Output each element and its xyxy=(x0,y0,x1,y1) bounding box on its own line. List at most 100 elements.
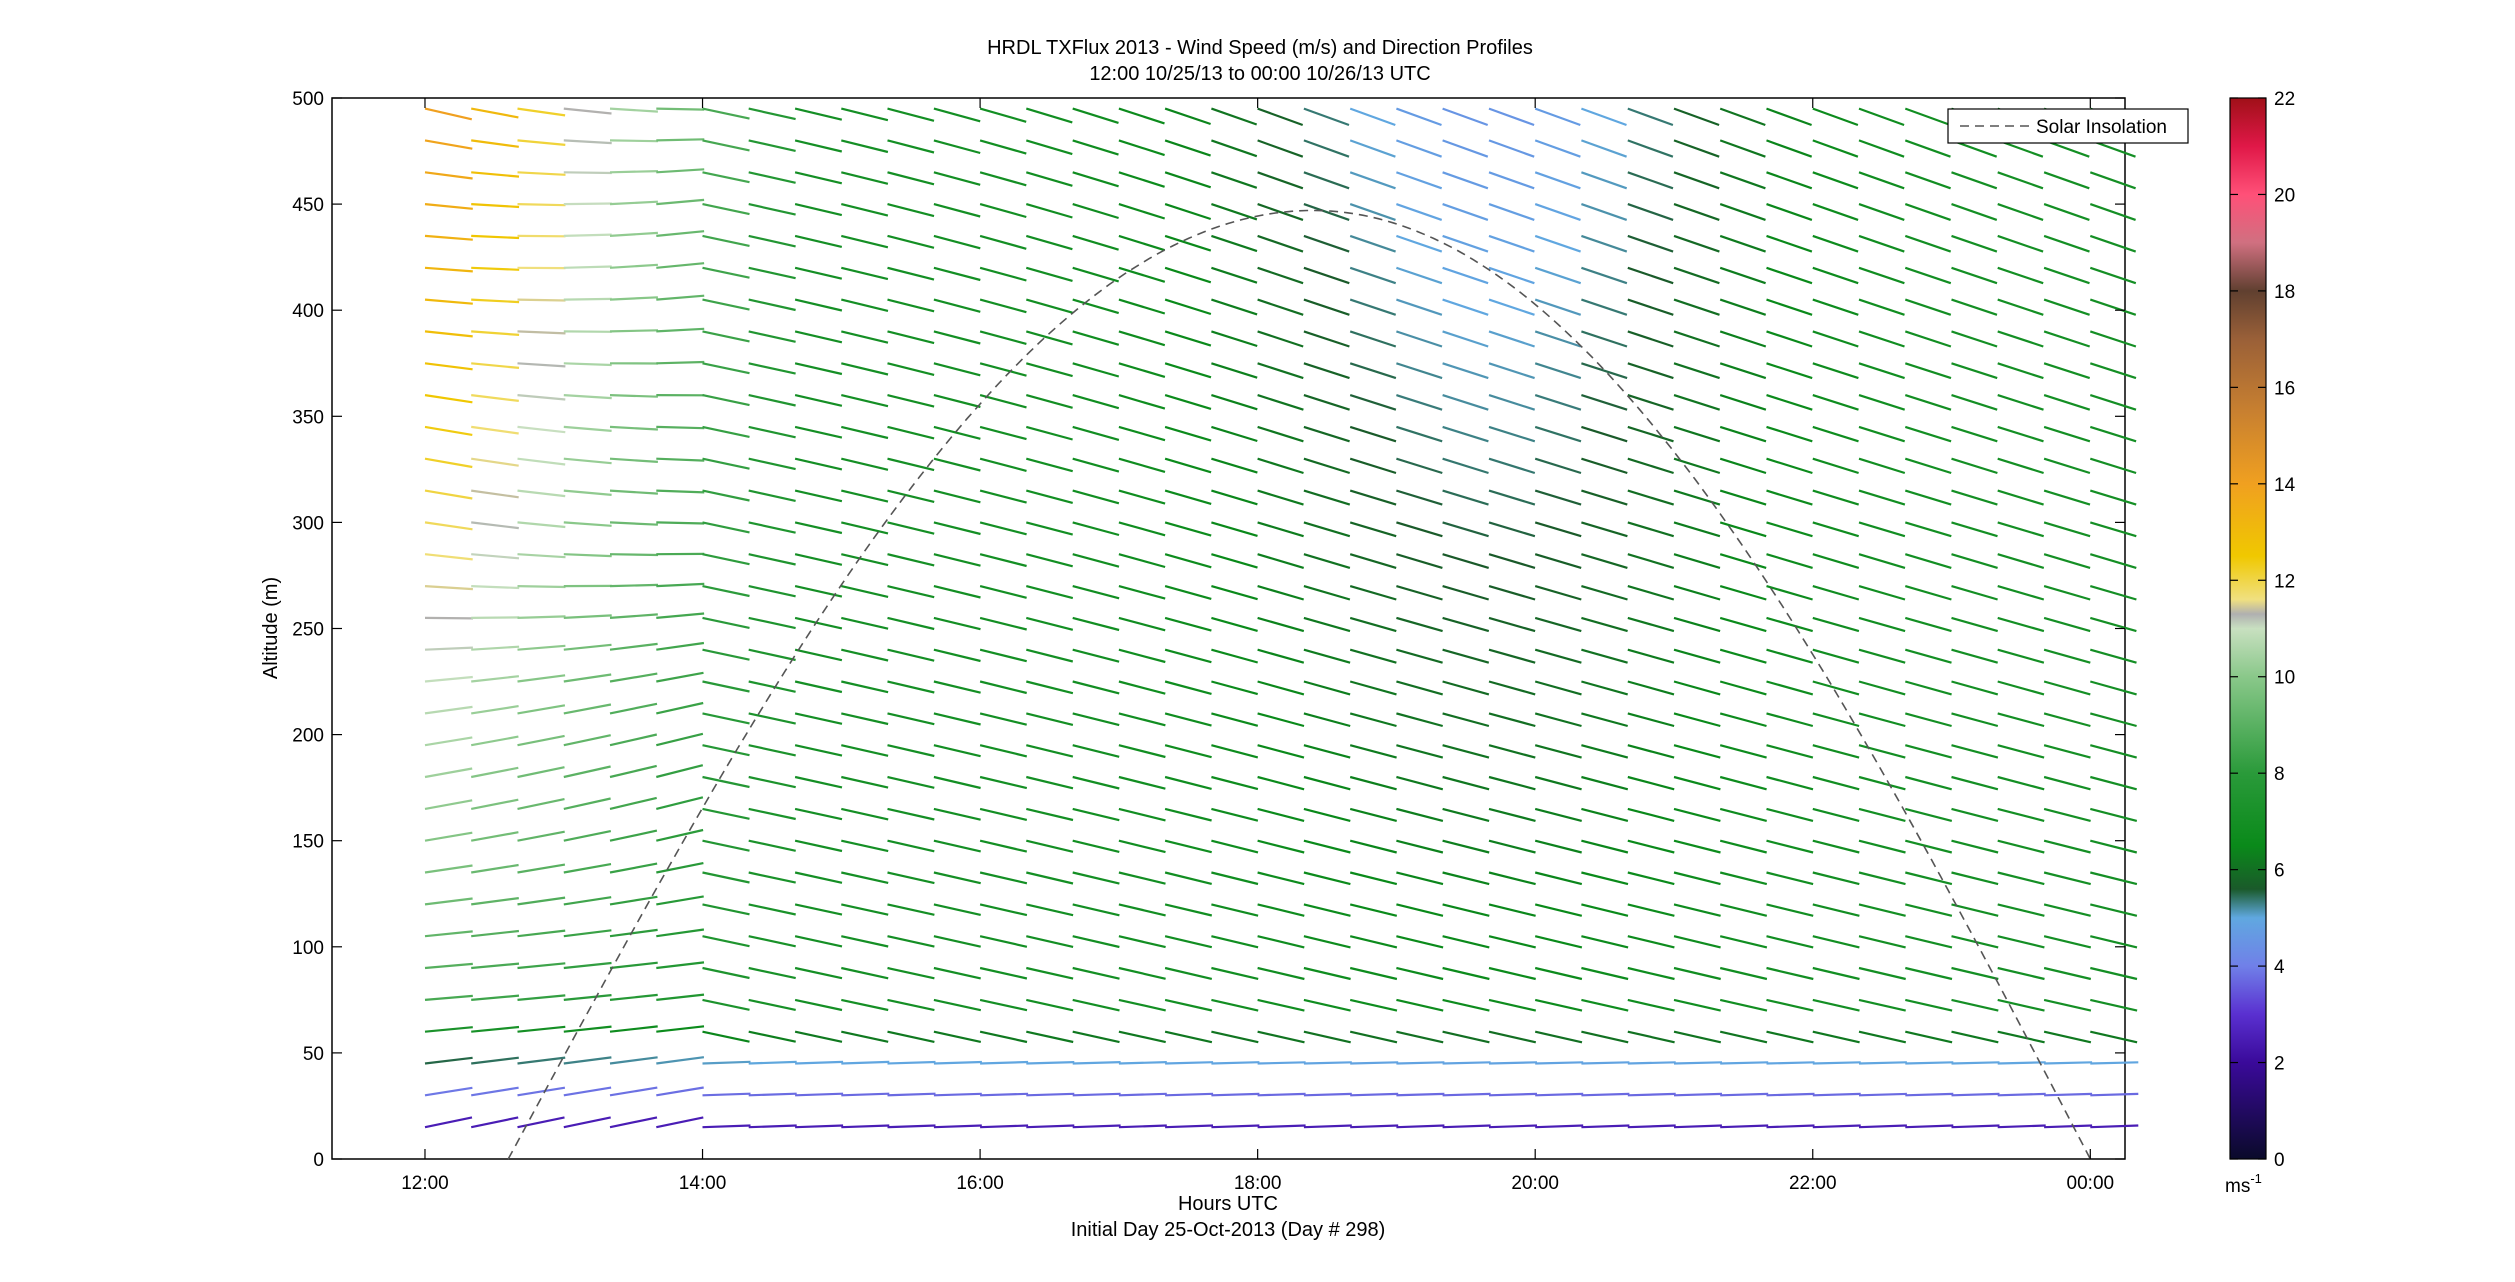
wind-vector xyxy=(656,138,705,142)
wind-vector xyxy=(2043,807,2091,822)
x-tick-label: 22:00 xyxy=(1789,1173,1837,1194)
wind-vector xyxy=(2089,203,2136,221)
wind-vector xyxy=(517,489,566,498)
wind-vector xyxy=(1904,234,1952,253)
wind-vector xyxy=(470,1116,519,1129)
wind-vector xyxy=(1303,1030,1351,1044)
wind-vector xyxy=(702,935,750,948)
legend-box xyxy=(1947,108,2189,144)
wind-vector xyxy=(979,234,1027,250)
wind-vector xyxy=(1627,585,1675,601)
wind-vector xyxy=(1534,234,1581,253)
wind-vector xyxy=(1164,998,1213,1012)
wind-vector xyxy=(1719,775,1767,791)
wind-vector xyxy=(1997,935,2045,949)
wind-vector xyxy=(748,807,796,821)
wind-vector xyxy=(609,231,658,237)
wind-vector xyxy=(2089,394,2137,411)
wind-vector xyxy=(1581,521,1628,538)
wind-vector xyxy=(1118,585,1166,600)
wind-vector xyxy=(748,903,796,916)
wind-vector xyxy=(1164,585,1212,600)
wind-vector xyxy=(1812,903,1860,917)
y-tick-label: 300 xyxy=(292,513,324,534)
wind-vector xyxy=(748,1124,797,1129)
wind-vector xyxy=(933,712,981,726)
wind-vector xyxy=(1211,362,1258,379)
wind-vector xyxy=(1211,1061,1260,1065)
wind-vector xyxy=(1396,330,1443,348)
wind-vector xyxy=(1257,775,1305,791)
wind-vector xyxy=(1072,1030,1120,1044)
wind-vector xyxy=(1673,457,1721,475)
wind-vector xyxy=(1673,744,1721,759)
wind-vector xyxy=(794,171,843,185)
wind-vector xyxy=(1581,266,1628,285)
wind-vector xyxy=(1072,585,1120,600)
wind-vector xyxy=(1026,871,1074,885)
wind-vector xyxy=(1812,966,1860,981)
wind-vector xyxy=(1488,935,1536,949)
wind-vector xyxy=(1904,298,1952,316)
wind-vector xyxy=(1812,521,1860,538)
wind-vector xyxy=(1211,521,1258,537)
wind-vector xyxy=(1442,489,1489,506)
y-tick-label: 0 xyxy=(313,1150,324,1171)
wind-vector xyxy=(1488,712,1536,728)
wind-vector xyxy=(1673,1061,1723,1065)
wind-vector xyxy=(1257,616,1305,633)
wind-vector xyxy=(887,616,935,631)
wind-vector xyxy=(1349,298,1397,316)
wind-vector xyxy=(424,585,473,591)
wind-vector xyxy=(887,521,935,535)
wind-vector xyxy=(471,897,519,906)
wind-vector xyxy=(1766,616,1814,633)
wind-vector xyxy=(1350,1061,1399,1065)
wind-vector xyxy=(656,489,705,494)
wind-vector xyxy=(1442,234,1489,253)
wind-vector xyxy=(841,107,889,122)
wind-vector xyxy=(1997,234,2044,253)
wind-vector xyxy=(1442,585,1490,601)
wind-vector xyxy=(1442,616,1490,633)
wind-vector xyxy=(1164,680,1212,695)
wind-vector xyxy=(1211,807,1259,822)
wind-vector xyxy=(1349,744,1397,759)
wind-vector xyxy=(841,1092,890,1097)
wind-vector xyxy=(2090,966,2138,981)
wind-vector xyxy=(1396,871,1444,886)
wind-vector xyxy=(1349,234,1396,253)
wind-vector xyxy=(1350,1124,1399,1129)
wind-vector xyxy=(979,616,1027,631)
wind-vector xyxy=(1766,903,1814,917)
wind-vector xyxy=(2089,362,2137,380)
wind-vector xyxy=(563,107,612,115)
wind-vector xyxy=(1673,234,1720,253)
wind-vector xyxy=(471,203,520,209)
wind-vector xyxy=(1719,266,1766,285)
wind-vector xyxy=(1534,203,1581,221)
wind-vector xyxy=(1951,648,1998,664)
wind-vector xyxy=(471,616,520,619)
wind-vector xyxy=(1581,330,1628,348)
wind-vector xyxy=(1072,1092,1121,1097)
wind-vector xyxy=(1396,107,1442,127)
wind-vector xyxy=(2043,712,2091,728)
wind-vector xyxy=(1581,903,1629,917)
wind-vector xyxy=(2090,648,2137,664)
wind-vector xyxy=(1303,203,1350,221)
wind-vector xyxy=(1951,616,1999,633)
wind-vector xyxy=(979,585,1027,599)
wind-vector xyxy=(1581,394,1628,411)
wind-vector xyxy=(1026,839,1074,853)
wind-vector xyxy=(2043,234,2090,253)
wind-vector xyxy=(1951,585,1998,601)
wind-vector xyxy=(1396,362,1443,380)
wind-vector xyxy=(2089,553,2137,569)
wind-vector xyxy=(1766,330,1813,348)
y-tick-label: 250 xyxy=(292,620,324,641)
wind-vector xyxy=(1905,712,1952,728)
wind-vector xyxy=(1118,553,1166,569)
wind-vector xyxy=(656,612,705,619)
wind-vector xyxy=(517,615,566,619)
